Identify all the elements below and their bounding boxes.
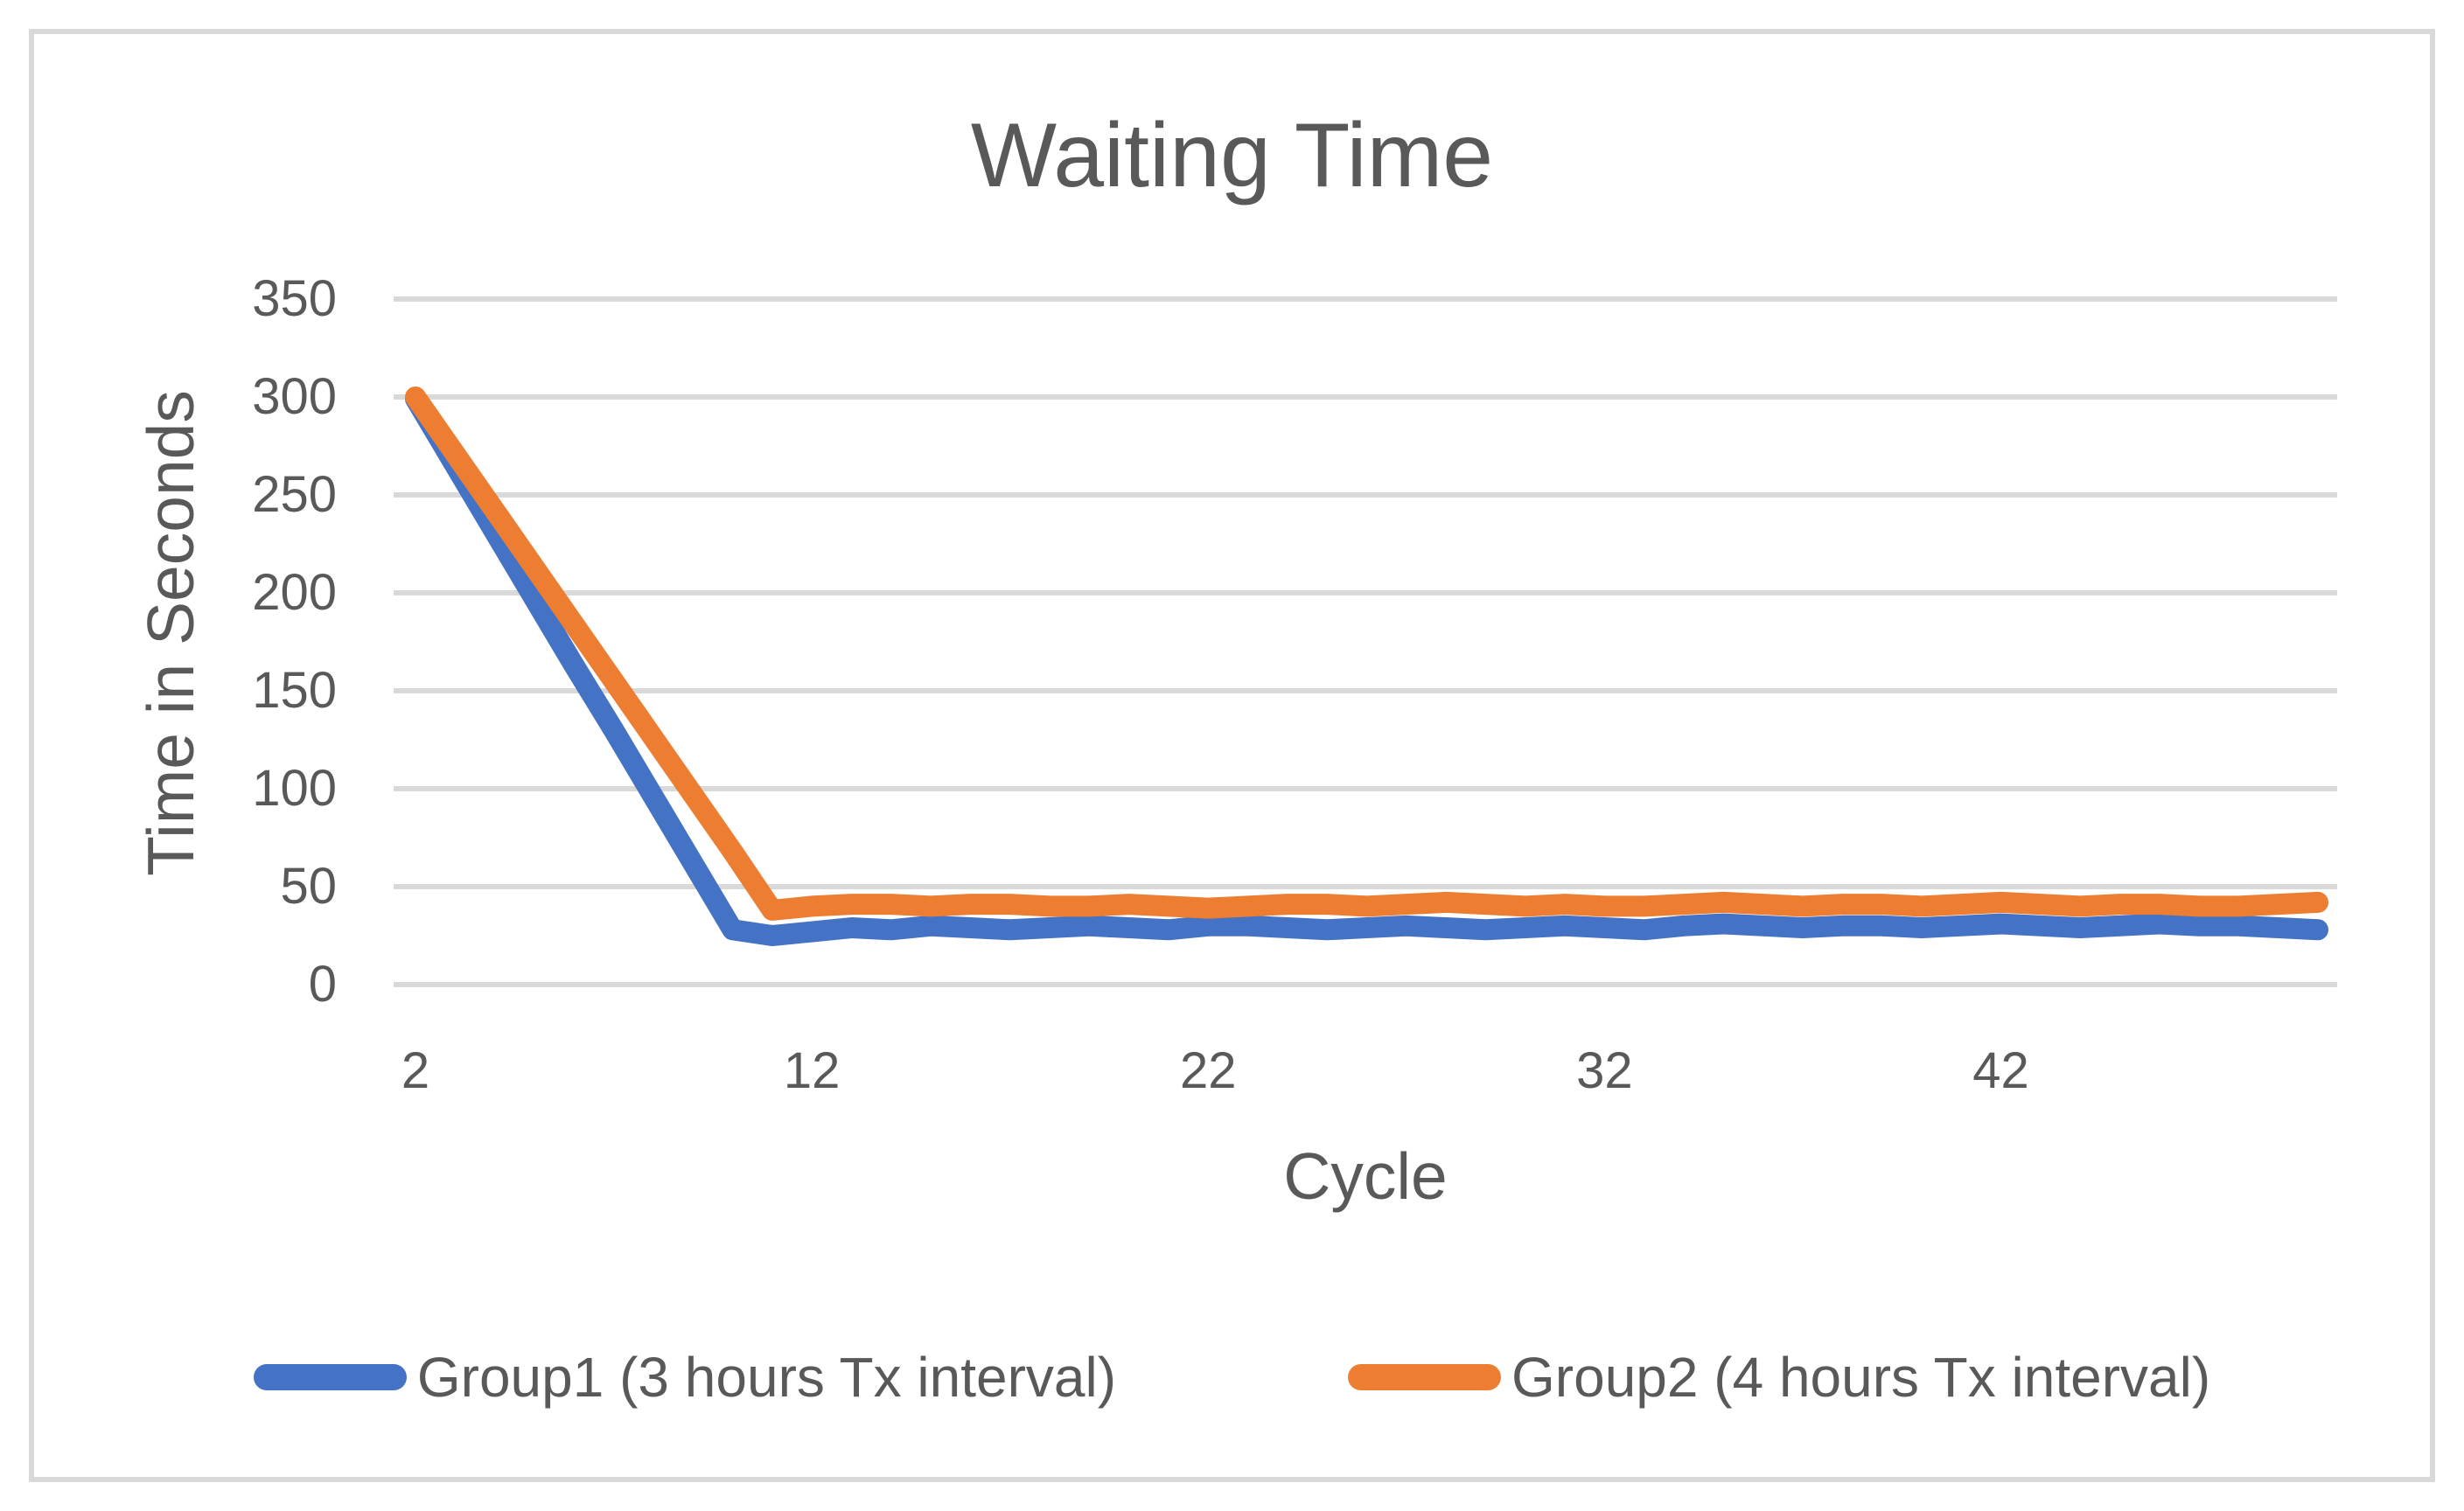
- legend: Group1 (3 hours Tx interval) Group2 (4 h…: [0, 1338, 2464, 1417]
- series-line-2: [405, 386, 2328, 921]
- x-tick-label-2: 2: [401, 1042, 430, 1099]
- y-tick-label-0: 0: [308, 956, 337, 1013]
- legend-label-group2: Group2 (4 hours Tx interval): [1511, 1346, 2211, 1409]
- legend-label-group1: Group1 (3 hours Tx interval): [416, 1346, 1116, 1409]
- y-tick-label-200: 200: [252, 564, 337, 621]
- y-tick-label-250: 250: [252, 466, 337, 523]
- y-tick-label-300: 300: [252, 368, 337, 425]
- x-tick-label-12: 12: [783, 1042, 841, 1099]
- legend-swatch-group1: [253, 1364, 407, 1390]
- x-tick-label-22: 22: [1179, 1042, 1237, 1099]
- y-tick-label-350: 350: [252, 270, 337, 327]
- y-tick-label-100: 100: [252, 760, 337, 817]
- y-tick-label-150: 150: [252, 662, 337, 719]
- chart-title: Waiting Time: [970, 105, 1494, 206]
- y-tick-label-50: 50: [280, 858, 337, 915]
- legend-item-group2: Group2 (4 hours Tx interval): [1348, 1345, 2210, 1410]
- x-axis-title: Cycle: [1283, 1139, 1448, 1213]
- legend-swatch-group2: [1348, 1364, 1501, 1390]
- x-tick-label-42: 42: [1972, 1042, 2029, 1099]
- x-tick-label-32: 32: [1576, 1042, 1633, 1099]
- legend-item-group1: Group1 (3 hours Tx interval): [253, 1345, 1116, 1410]
- figure-border: [29, 29, 2435, 1482]
- series-line-1: [405, 388, 2328, 946]
